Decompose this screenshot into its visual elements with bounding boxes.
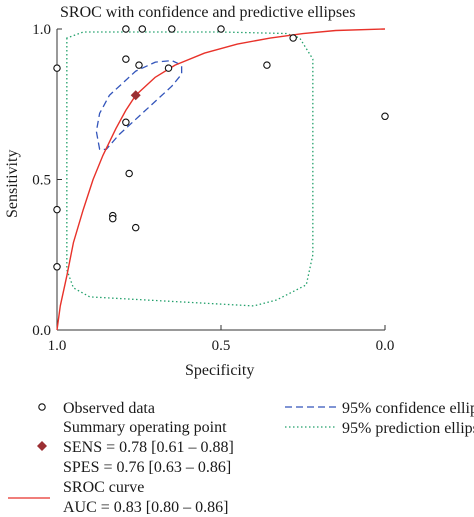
legend-sroc-label: SROC curve	[63, 479, 144, 496]
legend-summary-label: Summary operating point	[63, 419, 227, 436]
legend-prediction-label: 95% prediction ellipse	[342, 420, 474, 437]
legend-item-prediction: 95% prediction ellipse	[285, 420, 474, 437]
legend-auc-label: AUC = 0.83 [0.80 – 0.86]	[63, 499, 228, 516]
legend-item-summary: Summary operating point SENS = 0.78 [0.6…	[37, 419, 234, 476]
observed-point	[263, 61, 271, 69]
observed-point	[122, 25, 130, 33]
prediction-ellipse	[66, 31, 314, 307]
observed-point	[289, 34, 297, 42]
axis-ticks: 0.0 0.5 1.0 1.0 0.5 0.0	[32, 22, 394, 354]
sroc-curve	[56, 28, 386, 331]
legend-item-sroc: SROC curve AUC = 0.83 [0.80 – 0.86]	[8, 479, 228, 516]
confidence-ellipse	[95, 59, 183, 151]
y-axis-label: Sensitivity	[4, 150, 21, 218]
observed-point	[53, 263, 61, 271]
legend: Observed data Summary operating point SE…	[8, 400, 474, 516]
y-tick-label: 0.5	[32, 173, 51, 189]
legend-confidence-label: 95% confidence ellipse	[342, 400, 474, 417]
observed-point	[164, 64, 173, 72]
observed-point	[122, 118, 130, 127]
x-tick-label: 1.0	[48, 338, 67, 354]
legend-observed-marker	[38, 403, 46, 411]
observed-point	[53, 205, 61, 214]
legend-summary-marker	[37, 441, 47, 451]
observed-point	[138, 25, 147, 33]
legend-sens-label: SENS = 0.78 [0.61 – 0.88]	[63, 439, 234, 456]
x-axis-label: Specificity	[185, 362, 254, 379]
y-tick-label: 0.0	[32, 323, 51, 339]
observed-point	[122, 55, 130, 63]
legend-spes-label: SPES = 0.76 [0.63 – 0.86]	[63, 459, 231, 476]
observed-point	[125, 169, 133, 178]
y-tick-label: 1.0	[32, 22, 51, 38]
summary-point	[130, 90, 141, 101]
observed-point	[131, 223, 140, 232]
observed-point	[381, 112, 389, 121]
observed-point	[53, 64, 61, 72]
x-tick-label: 0.0	[376, 338, 395, 354]
observed-point	[135, 61, 143, 69]
observed-point	[109, 214, 117, 223]
legend-item-confidence: 95% confidence ellipse	[285, 400, 474, 417]
chart-title: SROC with confidence and predictive elli…	[60, 4, 355, 21]
x-tick-label: 0.5	[212, 338, 231, 354]
legend-observed-label: Observed data	[63, 400, 155, 417]
legend-item-observed: Observed data	[38, 400, 155, 417]
observed-point	[168, 25, 176, 33]
plot-axes	[56, 29, 385, 331]
plot-area	[53, 25, 389, 331]
observed-point	[217, 25, 225, 33]
